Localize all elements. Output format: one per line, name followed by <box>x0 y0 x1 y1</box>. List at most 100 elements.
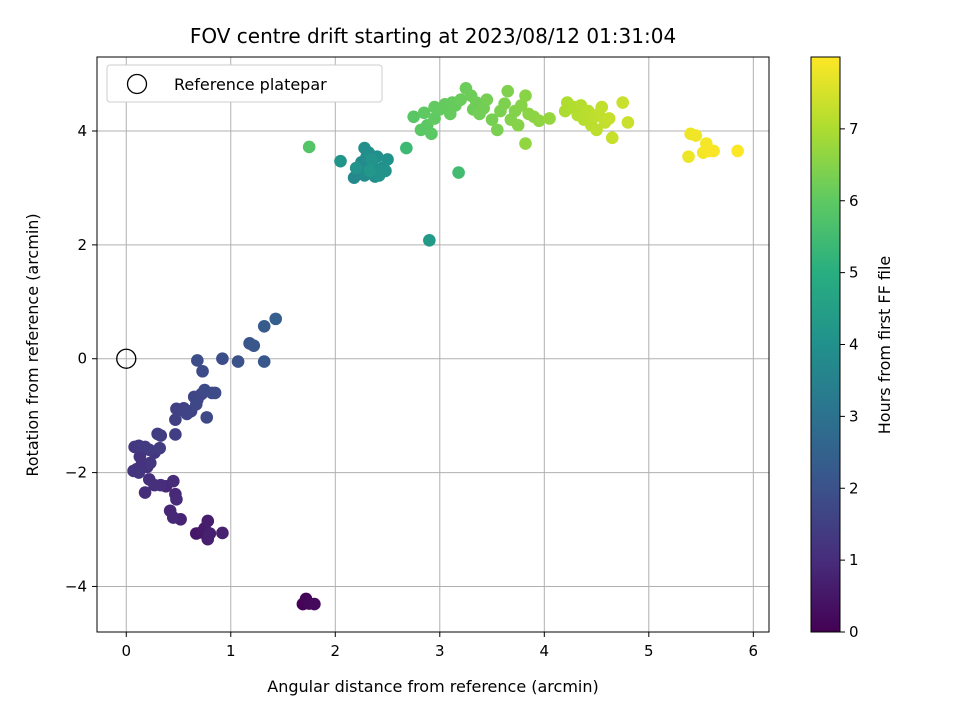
plot-frame <box>96 56 770 633</box>
data-point <box>381 153 394 166</box>
data-point <box>682 150 695 163</box>
data-point <box>731 144 744 158</box>
colorbar-tick-label: 4 <box>849 336 859 354</box>
data-point <box>501 84 515 98</box>
data-point <box>201 514 215 528</box>
chart-title: FOV centre drift starting at 2023/08/12 … <box>190 24 676 48</box>
y-tick-label: −4 <box>65 577 87 595</box>
data-point <box>454 93 467 106</box>
data-point <box>621 116 635 129</box>
data-point <box>308 597 321 611</box>
data-point <box>379 164 392 178</box>
reference-marker-group <box>116 348 137 369</box>
data-point <box>133 450 147 463</box>
data-point <box>425 127 438 141</box>
data-point <box>602 112 616 125</box>
y-tick-label: 4 <box>77 122 87 140</box>
legend-reference-marker <box>126 73 148 95</box>
colorbar-tick-label: 1 <box>849 551 859 569</box>
data-point <box>247 339 261 352</box>
data-point <box>707 144 720 158</box>
data-point <box>148 478 161 492</box>
colorbar-tick-label: 6 <box>849 192 859 210</box>
colorbar-tick-label: 2 <box>849 479 859 497</box>
data-point <box>196 364 209 378</box>
colorbar: 0 1 2 3 4 5 6 7 Hours from first FF file <box>810 56 894 641</box>
data-point <box>132 466 146 479</box>
data-point <box>543 112 556 125</box>
data-point <box>452 166 465 179</box>
data-point <box>191 354 204 367</box>
x-tick-label: 6 <box>749 642 759 660</box>
data-point <box>532 114 546 128</box>
data-point <box>428 112 441 125</box>
data-point <box>144 456 157 470</box>
data-point <box>616 96 629 109</box>
data-point <box>269 312 283 326</box>
x-tick-label: 2 <box>331 642 341 660</box>
data-point <box>166 474 180 488</box>
data-point <box>257 319 271 333</box>
colorbar-label: Hours from first FF file <box>875 256 894 435</box>
data-point <box>358 141 371 155</box>
y-tick-label: 0 <box>77 350 87 368</box>
x-tick-label: 1 <box>226 642 236 660</box>
data-point <box>605 131 619 145</box>
data-point <box>428 100 441 114</box>
data-point <box>153 441 167 455</box>
x-axis-ticks: 0 1 2 3 4 5 6 <box>121 632 758 660</box>
data-point <box>498 97 511 110</box>
data-point <box>203 527 217 540</box>
colorbar-tick-label: 7 <box>849 120 859 138</box>
data-point <box>302 140 316 154</box>
reference-marker <box>116 348 137 369</box>
colorbar-gradient <box>810 56 841 633</box>
data-point <box>363 164 377 178</box>
colorbar-tick-label: 3 <box>849 407 859 425</box>
legend-box <box>106 64 383 103</box>
data-point <box>407 110 420 124</box>
data-point <box>216 526 229 540</box>
data-point <box>519 137 532 150</box>
data-point <box>138 486 152 499</box>
plot-background <box>97 57 769 632</box>
x-axis-label: Angular distance from reference (arcmin) <box>267 677 598 696</box>
data-point <box>170 493 183 506</box>
data-point <box>216 352 229 366</box>
colorbar-ticks: 0 1 2 3 4 5 6 7 <box>840 120 859 641</box>
data-point <box>231 355 245 368</box>
data-point <box>200 411 214 424</box>
y-tick-label: 2 <box>77 236 87 254</box>
data-points <box>127 82 744 611</box>
legend: Reference platepar <box>106 64 383 103</box>
data-point <box>257 355 271 368</box>
y-axis-ticks: −4 −2 0 2 4 <box>65 122 97 595</box>
data-point <box>334 154 347 168</box>
data-point <box>154 429 168 442</box>
data-point <box>417 106 431 120</box>
data-point <box>142 443 156 457</box>
data-point <box>519 89 532 103</box>
y-tick-label: −2 <box>65 464 87 482</box>
data-point <box>189 397 203 411</box>
colorbar-tick-label: 0 <box>849 623 859 641</box>
data-point <box>480 93 494 106</box>
data-point <box>423 234 436 247</box>
y-axis-label: Rotation from reference (arcmin) <box>23 213 42 476</box>
data-point <box>349 161 363 175</box>
legend-label-reference: Reference platepar <box>174 75 327 94</box>
data-point <box>400 141 413 155</box>
data-point <box>511 119 525 132</box>
data-point <box>166 511 180 524</box>
x-tick-label: 5 <box>644 642 654 660</box>
data-point <box>169 428 182 441</box>
grid <box>97 57 769 632</box>
data-point <box>595 100 609 114</box>
data-point <box>365 153 379 166</box>
data-point <box>169 413 182 426</box>
data-point <box>490 123 504 137</box>
data-point <box>689 129 703 142</box>
x-tick-label: 0 <box>121 642 131 660</box>
data-point <box>485 113 499 126</box>
